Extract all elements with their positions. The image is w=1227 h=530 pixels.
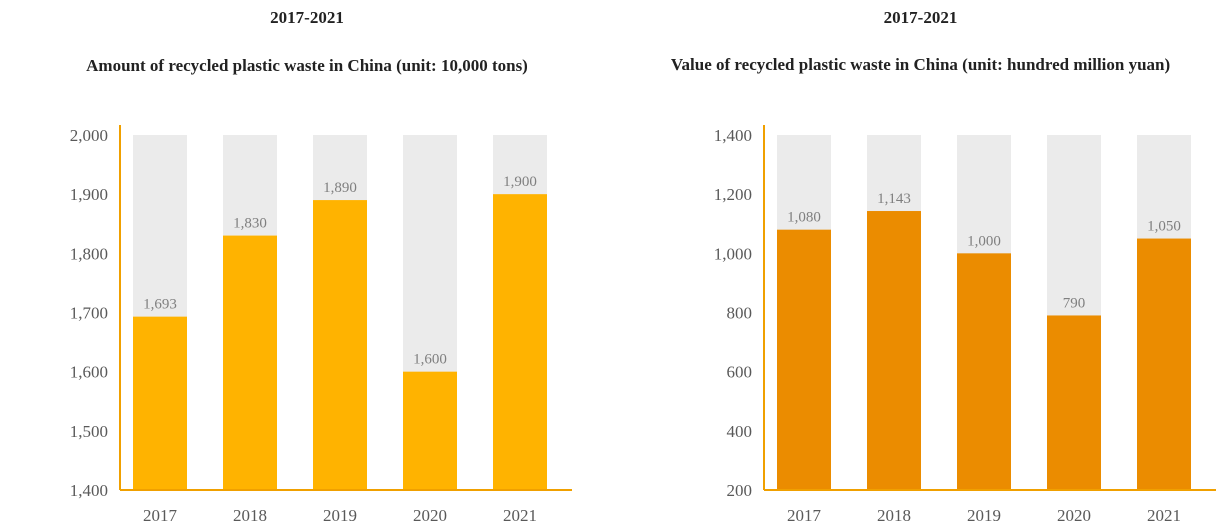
data-label: 1,693 [143, 297, 177, 313]
chart-title: Amount of recycled plastic waste in Chin… [86, 56, 528, 75]
x-tick-label: 2021 [503, 506, 537, 525]
value-chart: 2017-2021 Value of recycled plastic wast… [614, 0, 1227, 530]
x-tick-label: 2018 [877, 506, 911, 525]
x-tick-label: 2019 [967, 506, 1001, 525]
y-tick-label: 400 [727, 422, 753, 441]
x-tick-label: 2017 [787, 506, 822, 525]
data-label: 1,080 [787, 210, 821, 226]
data-bar [1047, 315, 1101, 490]
data-bar [313, 200, 367, 491]
data-label: 790 [1063, 295, 1086, 311]
y-tick-label: 1,000 [714, 244, 752, 263]
y-tick-label: 1,400 [70, 481, 108, 500]
data-label: 1,900 [503, 174, 537, 190]
data-label: 1,830 [233, 216, 267, 232]
data-bar [133, 316, 187, 490]
chart-period: 2017-2021 [270, 8, 344, 27]
x-tick-label: 2018 [233, 506, 267, 525]
data-label: 1,600 [413, 352, 447, 368]
x-tick-label: 2020 [413, 506, 447, 525]
x-tick-label: 2020 [1057, 506, 1091, 525]
y-tick-label: 1,700 [70, 304, 108, 323]
data-label: 1,050 [1147, 219, 1181, 235]
data-bar [867, 211, 921, 490]
data-bar [1137, 238, 1191, 490]
y-tick-label: 2,000 [70, 126, 108, 145]
y-tick-label: 1,400 [714, 126, 752, 145]
y-tick-label: 1,200 [714, 185, 752, 204]
amount-chart: 2017-2021 Amount of recycled plastic was… [70, 8, 572, 525]
data-bar [403, 371, 457, 490]
value-plot: 1,080 2017 1,143 2018 1,000 2019 790 2020 1,050 2… [714, 125, 1216, 525]
y-tick-label: 600 [727, 363, 753, 382]
data-bar [223, 235, 277, 490]
x-tick-label: 2021 [1147, 506, 1181, 525]
x-tick-label: 2017 [143, 506, 178, 525]
y-tick-label: 1,600 [70, 363, 108, 382]
chart-period: 2017-2021 [883, 8, 958, 27]
amount-plot: 1,693 2017 1,830 2018 1,890 2019 1,600 2020 1,90… [70, 125, 572, 525]
data-bar [777, 229, 831, 490]
y-tick-label: 200 [727, 481, 753, 500]
y-tick-label: 800 [727, 304, 753, 323]
data-bar [493, 194, 547, 490]
data-label: 1,890 [323, 180, 357, 196]
y-tick-label: 1,900 [70, 185, 108, 204]
chart-title: Value of recycled plastic waste in China… [670, 55, 1171, 74]
data-label: 1,143 [877, 191, 911, 207]
y-tick-label: 1,800 [70, 244, 108, 263]
x-tick-label: 2019 [323, 506, 357, 525]
y-tick-label: 1,500 [70, 422, 108, 441]
data-bar [957, 253, 1011, 490]
data-label: 1,000 [967, 233, 1001, 249]
